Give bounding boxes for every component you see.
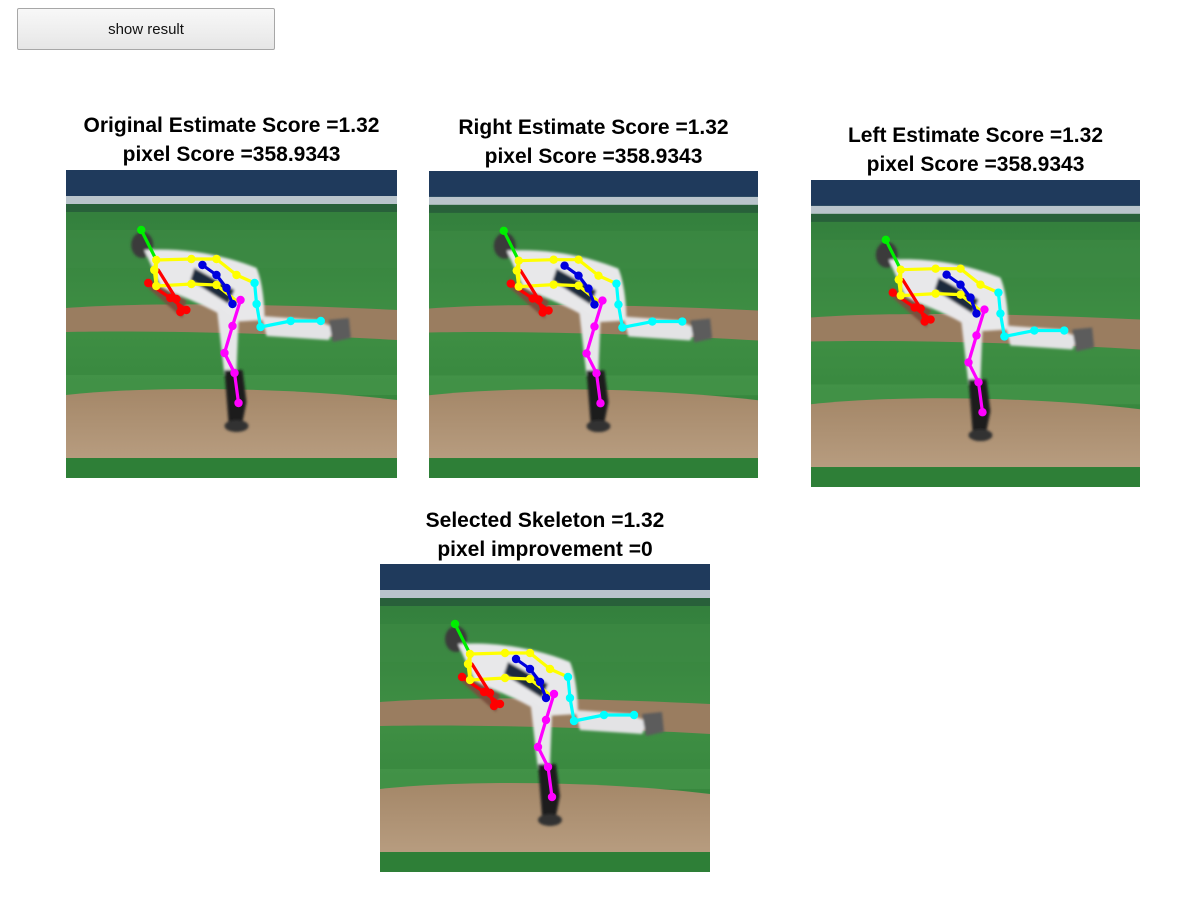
right-estimate-score: Right Estimate Score =1.32 [458,116,729,139]
left-estimate-title: Left Estimate Score =1.32 pixel Score =3… [811,121,1140,179]
original-estimate-title: Original Estimate Score =1.32 pixel Scor… [66,111,397,169]
show-result-button[interactable]: show result [17,8,275,50]
original-estimate-image [66,170,397,478]
original-estimate-score: Original Estimate Score =1.32 [83,114,380,137]
right-estimate-title: Right Estimate Score =1.32 pixel Score =… [429,113,758,171]
left-pixel-score: pixel Score =358.9343 [866,153,1085,176]
original-pixel-score: pixel Score =358.9343 [122,143,341,166]
left-estimate-score: Left Estimate Score =1.32 [847,124,1104,147]
pixel-improvement: pixel improvement =0 [437,538,653,561]
selected-skeleton-score: Selected Skeleton =1.32 [425,509,665,532]
selected-skeleton-image [380,564,710,872]
left-estimate-image [811,180,1140,487]
right-pixel-score: pixel Score =358.9343 [484,145,703,168]
selected-skeleton-title: Selected Skeleton =1.32 pixel improvemen… [380,506,710,564]
right-estimate-image [429,171,758,478]
